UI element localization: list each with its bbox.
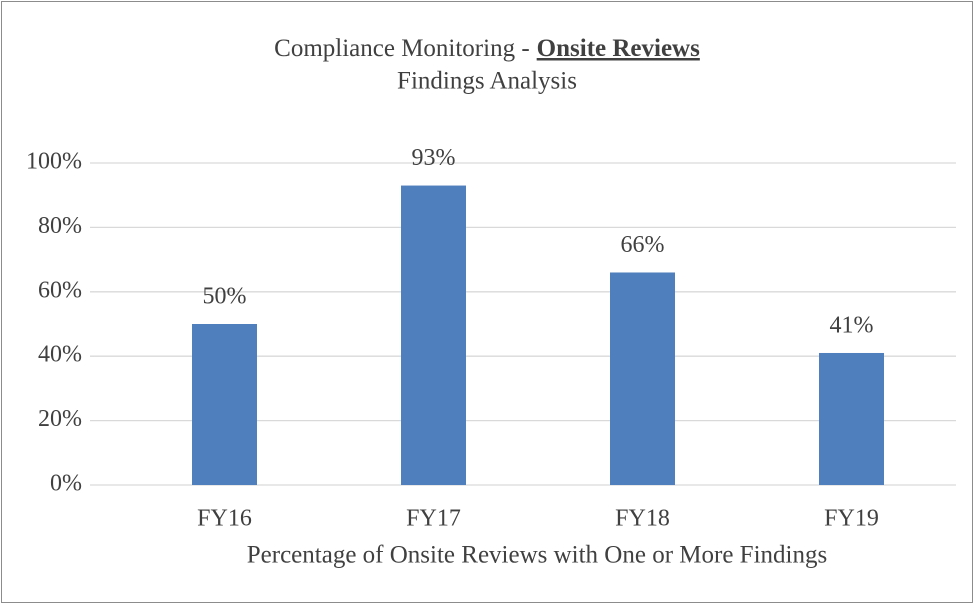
data-label: 66% <box>621 232 665 258</box>
x-tick-label: FY18 <box>615 506 670 532</box>
chart-title-emphasis: Onsite Reviews <box>537 35 700 62</box>
bar <box>192 324 257 485</box>
y-tick-label: 40% <box>38 342 82 368</box>
data-label: 50% <box>203 284 247 310</box>
y-tick-label: 80% <box>38 213 82 239</box>
x-tick-label: FY19 <box>824 506 879 532</box>
x-tick-label: FY17 <box>406 506 461 532</box>
x-tick-label: FY16 <box>197 506 252 532</box>
x-axis-label: Percentage of Onsite Reviews with One or… <box>247 542 827 569</box>
chart-title: Compliance Monitoring - Onsite Reviews <box>274 35 700 62</box>
chart-subtitle: Findings Analysis <box>397 68 577 95</box>
bar <box>401 185 466 486</box>
y-tick-label: 0% <box>50 471 82 497</box>
data-label: 41% <box>830 312 874 338</box>
data-label: 93% <box>412 145 456 171</box>
bar <box>610 272 675 485</box>
chart-title-main: Compliance Monitoring - <box>274 35 530 62</box>
y-tick-label: 100% <box>26 149 82 175</box>
bar <box>819 352 884 485</box>
y-tick-label: 60% <box>38 277 82 303</box>
y-tick-label: 20% <box>38 406 82 432</box>
